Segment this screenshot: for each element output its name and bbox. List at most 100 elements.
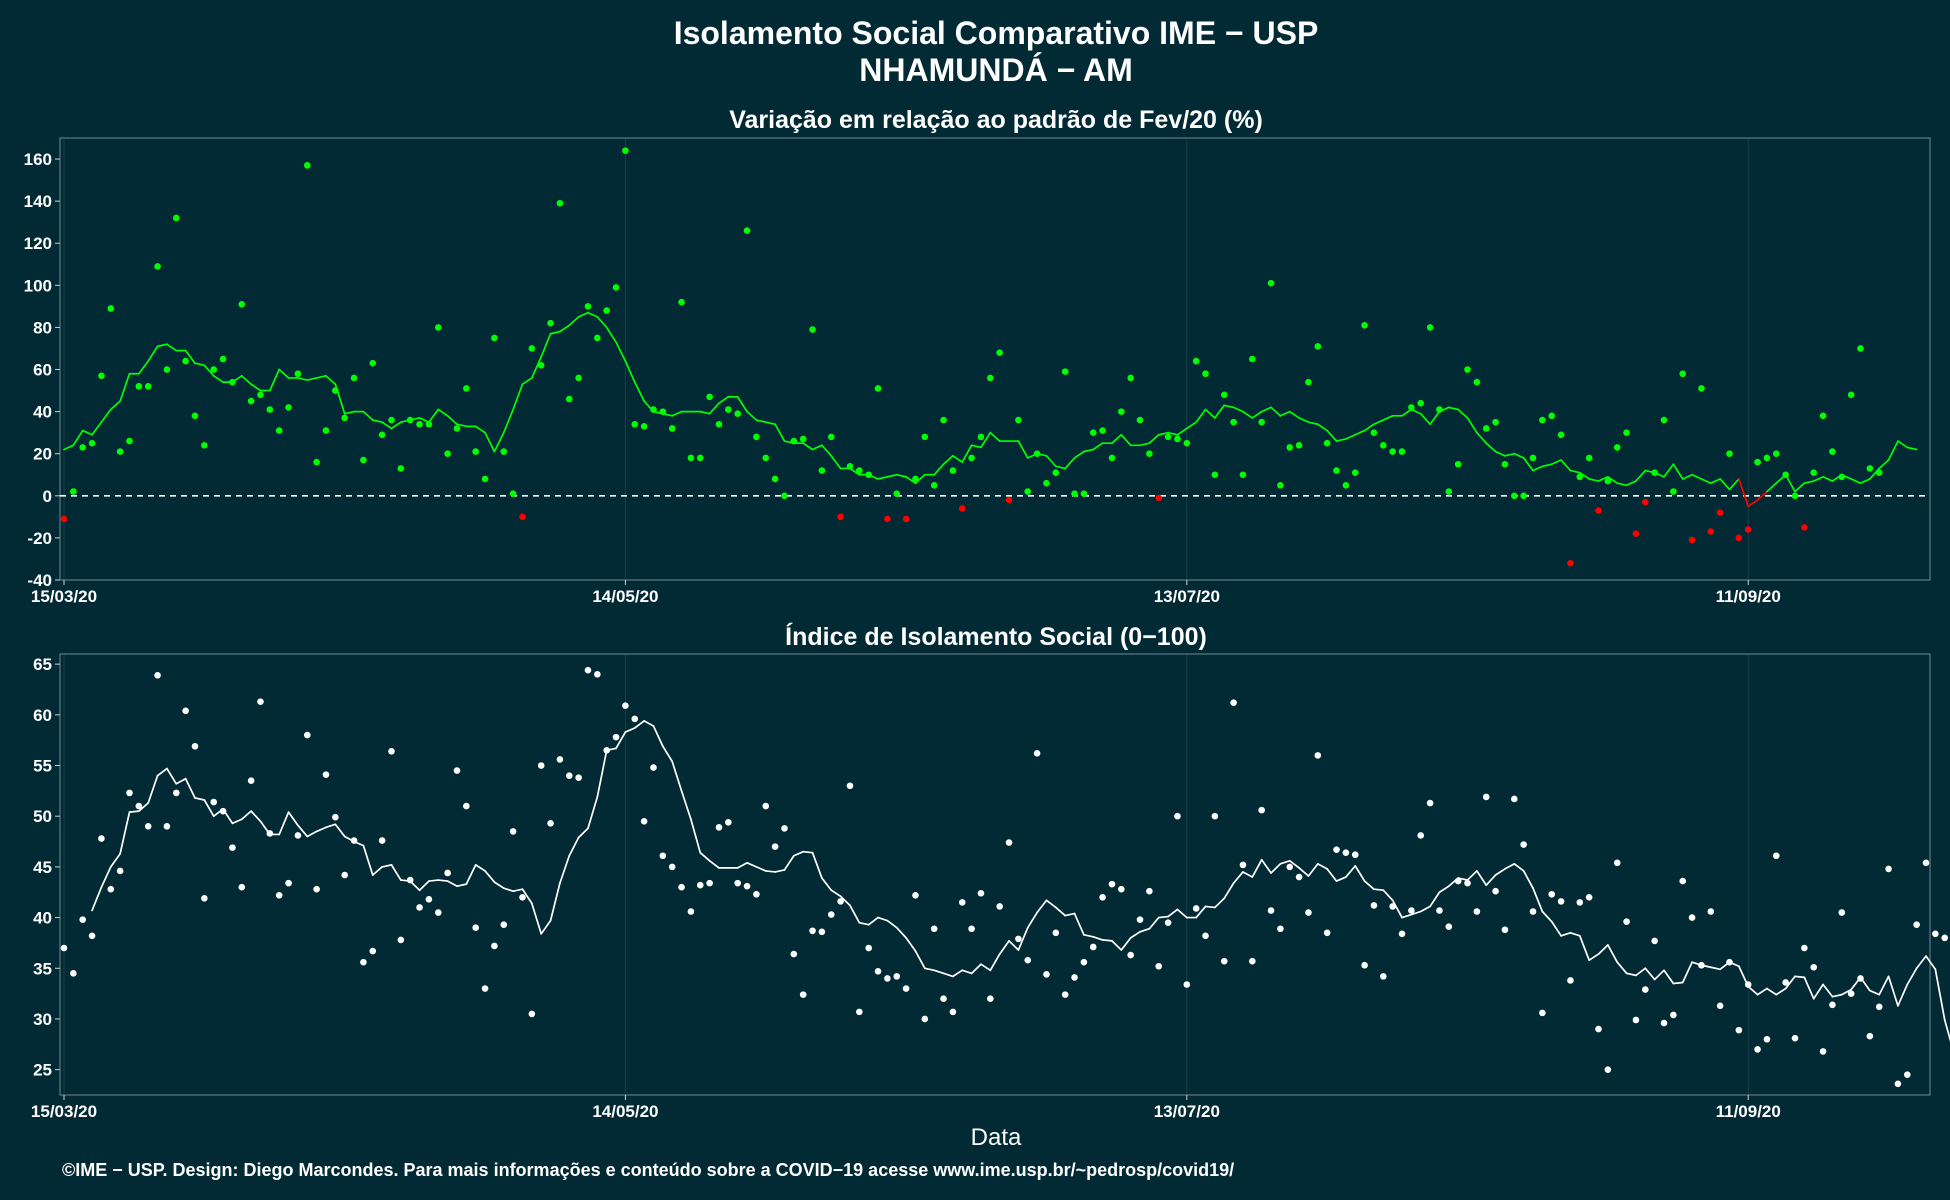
data-point — [1295, 441, 1303, 449]
data-point — [266, 830, 274, 837]
data-point — [1202, 370, 1209, 378]
data-point — [547, 319, 554, 327]
data-point — [1230, 418, 1237, 426]
data-point — [1473, 908, 1481, 915]
data-point — [1595, 507, 1602, 514]
data-point — [98, 372, 105, 380]
data-point — [1220, 391, 1228, 399]
data-point — [1192, 905, 1200, 912]
moving-average-segment — [1915, 955, 1927, 970]
data-point — [1688, 914, 1696, 921]
moving-average-segment — [1017, 926, 1029, 951]
data-point — [1651, 469, 1658, 476]
data-point — [154, 671, 161, 679]
data-point — [1417, 832, 1425, 839]
moving-average-segment — [1232, 871, 1244, 884]
data-point — [781, 492, 788, 500]
data-point — [369, 359, 377, 367]
data-point — [902, 985, 910, 992]
data-point — [1763, 454, 1771, 462]
data-point — [1875, 1003, 1883, 1011]
data-point — [163, 823, 171, 830]
data-point — [1670, 1011, 1677, 1019]
moving-average-segment — [1887, 975, 1899, 1007]
data-point — [154, 263, 161, 270]
data-point — [257, 698, 264, 705]
data-point — [1782, 471, 1789, 479]
moving-average-segment — [1345, 865, 1357, 878]
moving-average-segment — [1466, 870, 1478, 881]
data-point — [893, 973, 901, 980]
data-point — [1277, 925, 1284, 933]
moving-average-segment — [1092, 442, 1104, 451]
moving-average-segment — [381, 421, 393, 430]
data-point — [1903, 1071, 1911, 1079]
moving-average-segment — [568, 316, 580, 327]
moving-average-segment — [1513, 452, 1525, 459]
data-point — [135, 383, 143, 390]
data-point — [1118, 885, 1125, 893]
x-tick-label: 14/05/20 — [592, 1102, 658, 1121]
data-point — [1033, 750, 1041, 757]
data-point — [1351, 469, 1359, 476]
data-point — [434, 909, 442, 916]
moving-average-segment — [1260, 858, 1272, 874]
moving-average-segment — [437, 879, 449, 882]
moving-average-segment — [1494, 450, 1506, 457]
data-point — [472, 448, 479, 455]
moving-average-segment — [1083, 933, 1095, 938]
data-point — [1782, 979, 1789, 986]
moving-average-segment — [1513, 863, 1525, 872]
moving-average-segment — [1008, 940, 1020, 951]
moving-average-segment — [343, 410, 355, 415]
data-point — [1426, 799, 1434, 807]
y-tick-label: 120 — [24, 234, 52, 253]
moving-average-segment — [849, 904, 861, 924]
moving-average-segment — [109, 400, 121, 411]
data-point — [678, 298, 685, 306]
moving-average-segment — [306, 830, 318, 838]
moving-average-segment — [1307, 421, 1319, 426]
data-point — [229, 378, 236, 386]
moving-average-segment — [1204, 905, 1216, 909]
moving-average-segment — [1756, 987, 1768, 996]
moving-average-segment — [138, 360, 150, 375]
data-point — [1726, 450, 1733, 458]
moving-average-segment — [1345, 433, 1357, 440]
data-point — [1857, 975, 1864, 982]
data-point — [734, 879, 741, 887]
moving-average-segment — [530, 902, 543, 935]
moving-average-segment — [456, 423, 468, 428]
data-point — [98, 835, 105, 842]
moving-average-segment — [1335, 876, 1347, 882]
moving-average-segment — [474, 425, 486, 434]
data-point — [1155, 494, 1163, 502]
data-point — [1164, 433, 1172, 441]
data-point — [313, 885, 320, 893]
moving-average-segment — [240, 374, 252, 386]
data-point — [219, 807, 227, 815]
panel1-title: Variação em relação ao padrão de Fev/20 … — [729, 106, 1263, 134]
y-tick-label: 140 — [24, 192, 52, 211]
moving-average-segment — [166, 767, 178, 785]
moving-average-segment — [428, 879, 440, 882]
moving-average-segment — [1532, 465, 1544, 472]
moving-average-segment — [502, 408, 514, 434]
moving-average-segment — [381, 864, 393, 868]
moving-average-segment — [1410, 910, 1422, 916]
moving-average-segment — [1822, 983, 1834, 998]
data-point — [1052, 469, 1060, 476]
data-point — [696, 881, 704, 889]
y-tick-label: 100 — [24, 276, 52, 295]
moving-average-segment — [624, 727, 636, 733]
data-point — [509, 490, 517, 498]
y-tick-label: 40 — [33, 403, 52, 422]
data-point — [921, 433, 929, 441]
moving-average-segment — [633, 381, 645, 402]
data-point — [603, 307, 610, 314]
data-point — [1380, 973, 1387, 980]
data-point — [1314, 343, 1322, 350]
data-point — [1426, 324, 1434, 331]
data-point — [1511, 795, 1518, 803]
data-point — [968, 925, 975, 933]
